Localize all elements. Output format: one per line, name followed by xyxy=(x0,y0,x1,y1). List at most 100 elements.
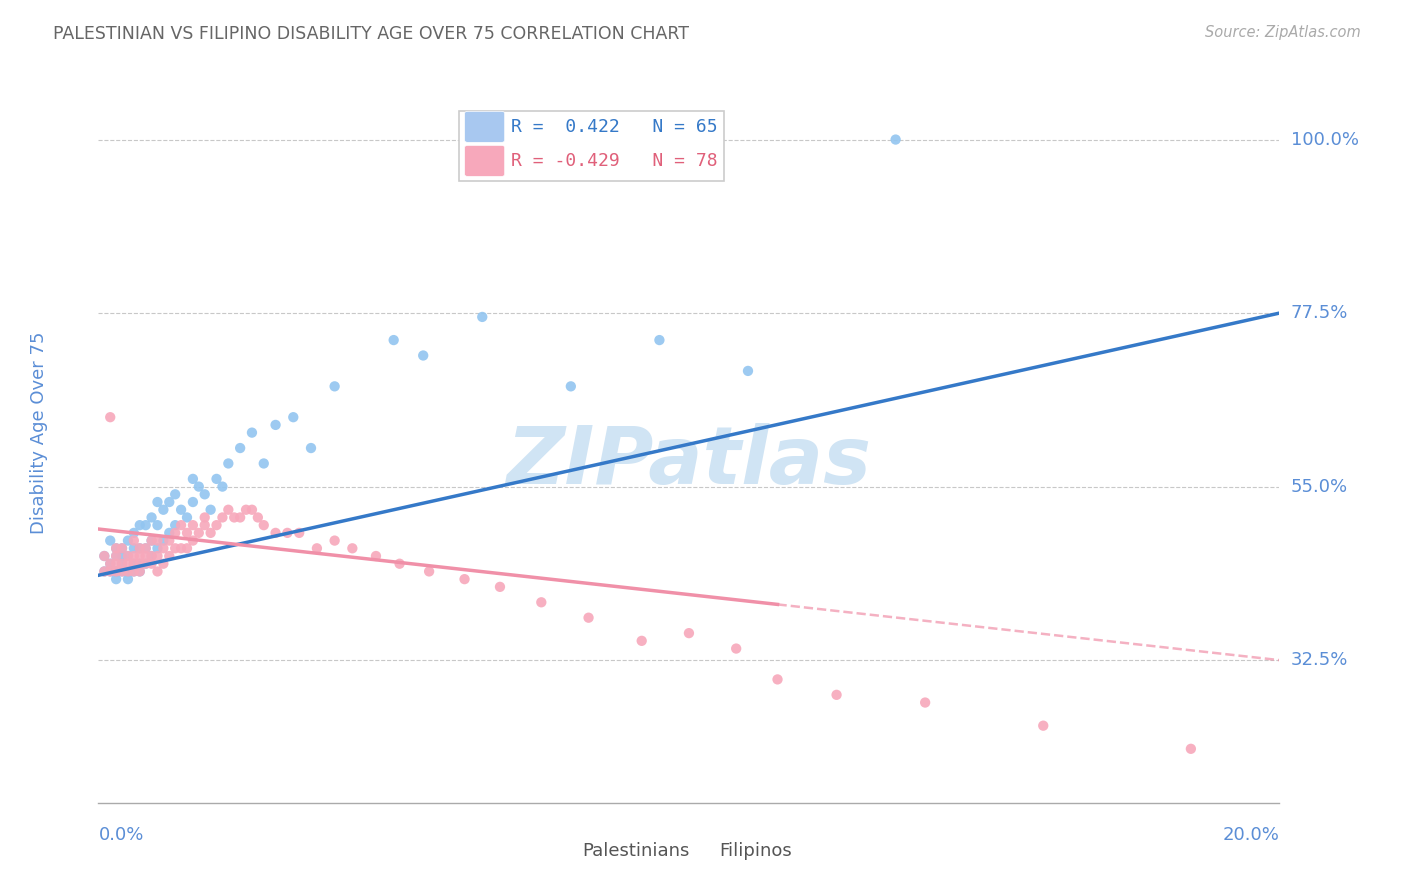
Point xyxy=(128,541,150,556)
Point xyxy=(157,495,180,509)
Point xyxy=(93,549,115,563)
Point xyxy=(146,565,169,579)
Point xyxy=(122,565,145,579)
Point xyxy=(187,480,209,494)
Point xyxy=(111,565,134,579)
Point xyxy=(176,541,198,556)
Point xyxy=(914,696,936,710)
Point xyxy=(211,480,233,494)
Text: 77.5%: 77.5% xyxy=(1291,304,1348,322)
Point xyxy=(117,533,139,548)
Point xyxy=(141,533,163,548)
Point xyxy=(105,541,128,556)
Point xyxy=(141,533,163,548)
Point xyxy=(152,557,174,571)
Point xyxy=(128,549,150,563)
Point xyxy=(1180,741,1202,756)
Text: R = -0.429   N = 78: R = -0.429 N = 78 xyxy=(510,152,717,169)
Point xyxy=(283,410,305,425)
Text: R =  0.422   N = 65: R = 0.422 N = 65 xyxy=(510,118,717,136)
Text: 55.0%: 55.0% xyxy=(1291,477,1348,496)
Point xyxy=(146,518,169,533)
Point xyxy=(111,541,134,556)
Point xyxy=(105,557,128,571)
Point xyxy=(200,502,222,516)
Point xyxy=(128,518,150,533)
Point xyxy=(264,417,287,432)
Point xyxy=(200,525,222,540)
Point xyxy=(111,557,134,571)
Point xyxy=(122,525,145,540)
Text: ZIPatlas: ZIPatlas xyxy=(506,423,872,501)
Text: 20.0%: 20.0% xyxy=(1223,826,1279,844)
Point xyxy=(146,549,169,563)
Point xyxy=(288,525,311,540)
FancyBboxPatch shape xyxy=(458,111,724,181)
Point xyxy=(323,379,346,393)
Point xyxy=(884,132,907,146)
Point xyxy=(229,441,252,455)
Point xyxy=(117,565,139,579)
FancyBboxPatch shape xyxy=(685,838,714,863)
Point xyxy=(418,565,440,579)
Point xyxy=(93,565,115,579)
Point xyxy=(105,565,128,579)
Point xyxy=(276,525,298,540)
Point xyxy=(157,549,180,563)
Point xyxy=(176,510,198,524)
Point xyxy=(194,487,217,501)
Point xyxy=(122,557,145,571)
Point xyxy=(105,565,128,579)
Point xyxy=(187,525,209,540)
Point xyxy=(117,565,139,579)
Point xyxy=(737,364,759,378)
Point xyxy=(128,557,150,571)
Point xyxy=(170,541,193,556)
Point xyxy=(578,611,600,625)
Point xyxy=(170,518,193,533)
Point xyxy=(141,549,163,563)
Point xyxy=(205,518,228,533)
Point xyxy=(560,379,582,393)
Point xyxy=(364,549,387,563)
Text: PALESTINIAN VS FILIPINO DISABILITY AGE OVER 75 CORRELATION CHART: PALESTINIAN VS FILIPINO DISABILITY AGE O… xyxy=(53,25,689,43)
Text: 32.5%: 32.5% xyxy=(1291,651,1348,669)
Point xyxy=(211,510,233,524)
Text: Filipinos: Filipinos xyxy=(720,842,793,860)
Point xyxy=(111,565,134,579)
Point xyxy=(217,457,239,471)
Point xyxy=(235,502,257,516)
Point xyxy=(152,541,174,556)
Point xyxy=(181,495,204,509)
Text: Disability Age Over 75: Disability Age Over 75 xyxy=(31,331,48,534)
Point xyxy=(471,310,494,324)
Point xyxy=(122,533,145,548)
Point xyxy=(128,565,150,579)
Point xyxy=(648,333,671,347)
Point xyxy=(453,572,475,586)
Point xyxy=(141,557,163,571)
Point xyxy=(93,565,115,579)
Point xyxy=(135,557,157,571)
Point xyxy=(165,541,187,556)
Point xyxy=(489,580,512,594)
Point xyxy=(117,549,139,563)
Point xyxy=(181,472,204,486)
Text: 100.0%: 100.0% xyxy=(1291,130,1358,149)
Point xyxy=(135,557,157,571)
Point xyxy=(111,541,134,556)
Point xyxy=(98,565,121,579)
Point xyxy=(135,549,157,563)
Point xyxy=(146,541,169,556)
Point xyxy=(122,565,145,579)
Point xyxy=(530,595,553,609)
Point xyxy=(122,541,145,556)
Point xyxy=(98,557,121,571)
FancyBboxPatch shape xyxy=(547,838,578,863)
Text: 0.0%: 0.0% xyxy=(98,826,143,844)
Point xyxy=(253,518,276,533)
Point xyxy=(122,557,145,571)
Point xyxy=(146,533,169,548)
Point xyxy=(157,525,180,540)
Point xyxy=(194,510,217,524)
